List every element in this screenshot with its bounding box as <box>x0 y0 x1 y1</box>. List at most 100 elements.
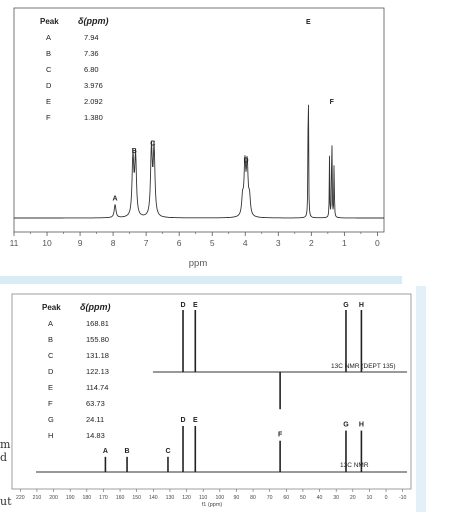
peak-label-a: A <box>113 196 118 203</box>
x-tick-label: 10 <box>42 238 52 248</box>
x-tick-label: 110 <box>199 495 207 501</box>
carbon-table-row-value: 63.73 <box>86 399 105 408</box>
proton-table-row-label: D <box>46 81 52 90</box>
x-tick-label: 210 <box>33 495 42 501</box>
plot-frame <box>13 7 385 233</box>
x-tick-label: -10 <box>399 495 407 501</box>
proton-table-row-value: 7.94 <box>84 33 99 42</box>
proton-table-row-label: C <box>46 65 52 74</box>
carbon-table-row-label: F <box>48 399 53 408</box>
x-tick-label: 90 <box>234 495 240 501</box>
proton-table-row-label: E <box>46 97 51 106</box>
carbon-peak-label-a: A <box>103 448 108 455</box>
carbon-table-row-label: E <box>48 383 53 392</box>
edge-fragment-2: d <box>0 451 8 464</box>
carbon-table-row-label: D <box>48 367 54 376</box>
dept-peak-label-d: D <box>180 302 185 309</box>
carbon-spectrum-title: 13C NMR <box>340 462 369 469</box>
carbon-table-row-label: G <box>48 415 54 424</box>
proton-table-row-value: 6.80 <box>84 65 99 74</box>
carbon-table-row-value: 122.13 <box>86 367 109 376</box>
carbon-peak-label-e: E <box>193 417 198 424</box>
peak-label-f: F <box>330 99 335 106</box>
x-tick-label: 60 <box>283 495 289 501</box>
x-tick-label: 160 <box>116 495 125 501</box>
x-tick-label: 8 <box>111 238 116 248</box>
dept-spectrum-title: 13C NMR (DEPT 135) <box>331 363 396 370</box>
proton-table-header-shift: δ(ppm) <box>78 16 109 26</box>
x-tick-label: 50 <box>300 495 306 501</box>
x-tick-label: 0 <box>385 495 388 501</box>
peak-label-e: E <box>306 19 311 26</box>
proton-table-row-value: 1.380 <box>84 113 103 122</box>
peak-label-b: B <box>132 148 137 155</box>
plot-frame <box>11 293 412 490</box>
carbon-table-row-value: 168.81 <box>86 319 109 328</box>
carbon-table-row-value: 114.74 <box>86 383 108 392</box>
x-tick-label: 190 <box>66 495 75 501</box>
x-tick-label: 200 <box>49 495 58 501</box>
carbon-peak-label-g: G <box>343 422 349 429</box>
x-tick-label: 140 <box>149 495 158 501</box>
carbon-table-row-label: H <box>48 431 53 440</box>
dept-peak-label-h: H <box>359 302 364 309</box>
carbon-table-row-label: B <box>48 335 53 344</box>
x-tick-label: 9 <box>78 238 83 248</box>
x-tick-label: 4 <box>243 238 248 248</box>
x-tick-label: 10 <box>367 495 373 501</box>
x-tick-label: 70 <box>267 495 273 501</box>
carbon-table-row-value: 24.11 <box>86 415 104 424</box>
edge-fragment-1: m <box>0 438 11 451</box>
carbon-peak-label-h: H <box>359 422 364 429</box>
x-tick-label: 40 <box>317 495 323 501</box>
x-tick-label: 5 <box>210 238 215 248</box>
peak-label-c: C <box>150 141 155 148</box>
x-tick-label: 1 <box>342 238 347 248</box>
side-panel-strip <box>416 286 426 512</box>
edge-fragment-3: ut <box>0 495 12 508</box>
carbon-table-header-shift: δ(ppm) <box>80 302 111 312</box>
proton-spectrum-trace <box>14 104 384 219</box>
carbon-peak-label-b: B <box>125 448 130 455</box>
x-tick-label: 130 <box>166 495 175 501</box>
proton-table-row-label: B <box>46 49 51 58</box>
proton-table-row-label: A <box>46 33 51 42</box>
x-tick-label: 100 <box>215 495 224 501</box>
carbon-table-row-label: C <box>48 351 54 360</box>
x-tick-label: 120 <box>182 495 191 501</box>
x-tick-label: 0 <box>375 238 380 248</box>
x-tick-label: 6 <box>177 238 182 248</box>
x-tick-label: 20 <box>350 495 356 501</box>
x-tick-label: 220 <box>16 495 25 501</box>
carbon-table-row-value: 131.18 <box>86 351 109 360</box>
x-tick-label: 7 <box>144 238 149 248</box>
x-axis-label: ppm <box>189 258 208 269</box>
x-tick-label: 30 <box>333 495 339 501</box>
x-tick-label: 11 <box>10 238 19 248</box>
x-axis-label: f1 (ppm) <box>202 502 223 508</box>
carbon-table-row-label: A <box>48 319 53 328</box>
x-tick-label: 2 <box>309 238 314 248</box>
proton-table-row-value: 3.976 <box>84 81 103 90</box>
carbon-peak-label-d: D <box>180 417 185 424</box>
x-tick-label: 170 <box>99 495 108 501</box>
proton-table-header-peak: Peak <box>40 17 59 26</box>
x-tick-label: 180 <box>82 495 91 501</box>
carbon-table-row-value: 155.80 <box>86 335 109 344</box>
proton-table-row-value: 7.36 <box>84 49 99 58</box>
dept-peak-label-g: G <box>343 302 349 309</box>
proton-table-row-value: 2.092 <box>84 97 103 106</box>
x-tick-label: 150 <box>132 495 141 501</box>
carbon-table-header-peak: Peak <box>42 303 61 312</box>
carbon-peak-label-c: C <box>165 448 170 455</box>
x-tick-label: 80 <box>250 495 256 501</box>
dept-peak-label-e: E <box>193 302 198 309</box>
x-tick-label: 3 <box>276 238 281 248</box>
peak-label-d: D <box>244 158 249 165</box>
carbon-table-row-value: 14.83 <box>86 431 105 440</box>
carbon-peak-label-f: F <box>278 432 283 439</box>
proton-table-row-label: F <box>46 113 51 122</box>
divider-band <box>0 276 402 284</box>
